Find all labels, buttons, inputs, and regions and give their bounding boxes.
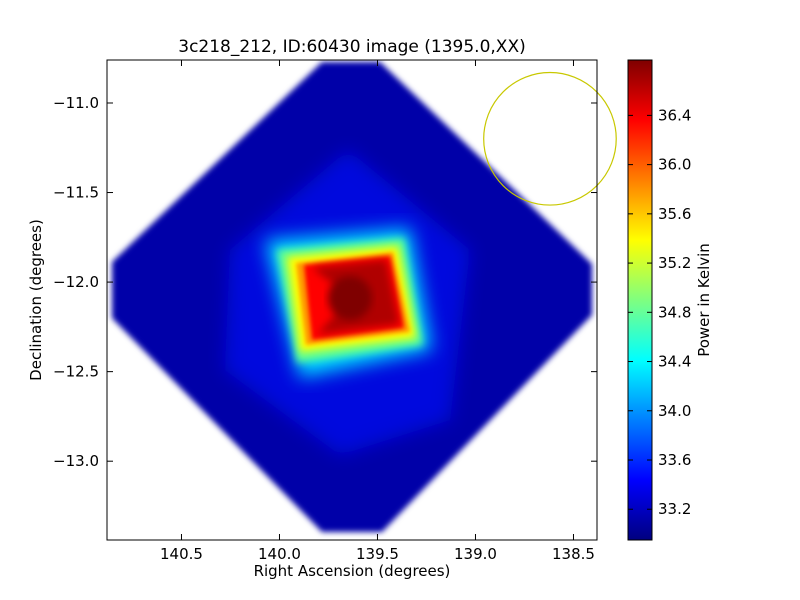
colorbar-tick-label: 36.4 [658,106,691,124]
colorbar-tick-label: 35.2 [658,254,691,272]
colorbar-tick-label: 34.4 [658,353,691,371]
colorbar-tick-label: 33.2 [658,500,691,518]
colorbar-label: Power in Kelvin [695,243,713,357]
heatmap-image [112,62,592,532]
x-tick-label: 138.5 [552,545,595,563]
y-tick-label: −12.5 [53,363,99,381]
x-tick-label: 139.0 [454,545,497,563]
beam-circle [483,71,617,206]
y-axis-label: Declination (degrees) [27,219,45,381]
colorbar [627,59,653,541]
y-axis-ticks: −11.0 −11.5 −12.0 −12.5 −13.0 [53,94,597,470]
y-tick-label: −11.0 [53,94,99,112]
y-tick-label: −12.0 [53,273,99,291]
colorbar-tick-label: 33.6 [658,451,691,469]
y-tick-label: −13.0 [53,452,99,470]
x-tick-label: 140.5 [160,545,203,563]
plot-frame [106,59,598,541]
colorbar-tick-label: 36.0 [658,156,691,174]
chart-title: 3c218_212, ID:60430 image (1395.0,XX) [178,37,525,57]
heatmap-peak-core [328,276,372,320]
x-axis-ticks: 140.5 140.0 139.5 139.0 138.5 [160,60,595,563]
x-tick-label: 140.0 [258,545,301,563]
colorbar-tick-label: 34.8 [658,303,691,321]
colorbar-ticks: 33.2 33.6 34.0 34.4 34.8 35.2 35.6 36.0 36.4 [628,106,691,518]
colorbar-tick-label: 34.0 [658,402,691,420]
y-tick-label: −11.5 [53,184,99,202]
x-tick-label: 139.5 [356,545,399,563]
x-axis-label: Right Ascension (degrees) [254,562,451,580]
colorbar-tick-label: 35.6 [658,205,691,223]
